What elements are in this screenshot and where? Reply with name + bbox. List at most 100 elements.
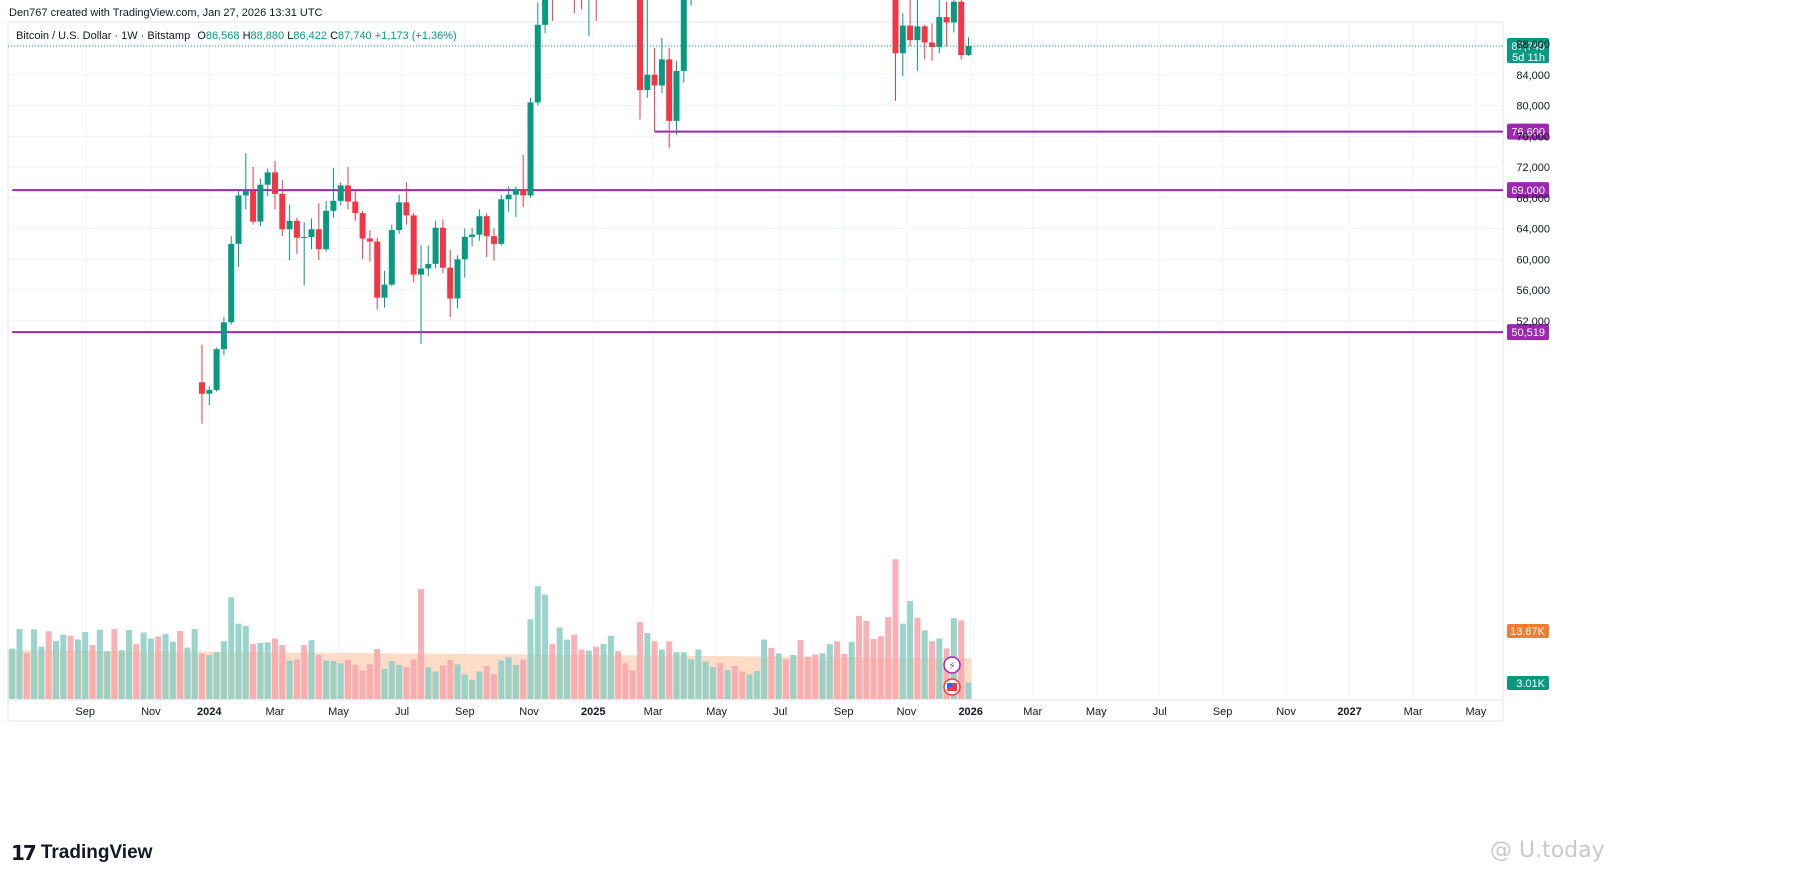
volume-bar — [797, 640, 804, 699]
volume-bar-history — [126, 629, 132, 699]
volume-bar — [279, 645, 286, 699]
sparkle-event-icon[interactable]: ⚡ — [943, 656, 961, 674]
volume-bar-history — [67, 635, 74, 699]
candle-body — [512, 190, 519, 195]
symbol-title[interactable]: Bitcoin / U.S. Dollar · 1W · Bitstamp — [16, 30, 191, 42]
candle-body — [965, 45, 972, 56]
ohlc-legend: Bitcoin / U.S. Dollar · 1W · Bitstamp O8… — [16, 30, 457, 42]
candle-body — [534, 24, 541, 103]
volume-bar-history — [31, 629, 38, 699]
candle-body — [352, 201, 359, 214]
volume-bar-history — [45, 631, 52, 699]
level-price-tag — [1507, 324, 1549, 341]
time-tick-label: Nov — [897, 706, 917, 718]
candle-body — [527, 102, 534, 196]
volume-bar — [257, 642, 264, 699]
volume-bar-history — [104, 651, 111, 699]
low-value: 86,422 — [293, 30, 328, 42]
volume-bar — [593, 646, 600, 699]
volume-bar — [644, 633, 651, 699]
candle-body — [286, 220, 293, 230]
volume-bar — [841, 653, 848, 699]
volume-bar — [286, 660, 293, 699]
volume-bar-history — [191, 629, 198, 699]
high-value: 88,880 — [250, 30, 285, 42]
volume-bar — [863, 620, 870, 699]
time-tick-label: Nov — [1276, 706, 1296, 718]
us-flag-event-icon[interactable] — [943, 678, 961, 696]
volume-bar — [761, 639, 768, 699]
candle-body — [323, 210, 330, 250]
volume-last-tag — [1507, 676, 1549, 690]
volume-bar — [724, 669, 731, 699]
volume-bar — [301, 645, 308, 699]
volume-bar — [293, 659, 300, 699]
volume-bar — [658, 649, 665, 699]
candle-body — [673, 70, 680, 121]
candle-body — [943, 17, 950, 23]
volume-bar — [491, 674, 497, 699]
time-tick-label: Jul — [773, 706, 787, 718]
candle-body — [366, 238, 373, 242]
time-tick-label: 2026 — [958, 706, 982, 718]
volume-bar — [746, 674, 753, 699]
high-label: H — [242, 30, 251, 42]
volume-bar — [220, 641, 227, 699]
candle-body — [921, 26, 928, 43]
candle-body — [425, 263, 432, 269]
volume-bar-history — [89, 645, 96, 699]
candle-body — [206, 389, 213, 394]
candle-body — [213, 349, 220, 390]
volume-bar — [345, 659, 351, 699]
volume-bar — [228, 597, 235, 699]
watermark: @ U.today — [1490, 838, 1605, 863]
candle-body — [381, 284, 388, 298]
candle-body — [542, 0, 549, 25]
candle-body — [907, 25, 914, 41]
candle-body — [680, 0, 687, 71]
volume-bar — [629, 670, 636, 699]
price-tick-label: 72,000 — [1516, 162, 1550, 174]
volume-bar — [680, 652, 687, 699]
candle-body — [899, 25, 906, 54]
level-price-label: 50,519 — [1511, 327, 1545, 339]
candle-body — [293, 220, 300, 238]
volume-bar — [272, 638, 278, 699]
volume-bar — [403, 667, 410, 699]
candle-body — [892, 0, 899, 54]
volume-ma-label: 13.67K — [1510, 626, 1546, 638]
volume-bar — [783, 659, 789, 699]
close-value: 87,740 — [338, 30, 372, 42]
volume-bar — [666, 641, 673, 699]
volume-bar — [637, 622, 643, 699]
volume-bar — [571, 634, 578, 699]
price-tick-label: 56,000 — [1516, 285, 1550, 297]
time-tick-label: Sep — [834, 706, 854, 718]
candle-body — [410, 215, 417, 275]
countdown-label: 5d 11h — [1512, 52, 1545, 64]
time-tick-label: 2027 — [1337, 706, 1361, 718]
open-value: 86,568 — [205, 30, 240, 42]
time-tick-label: Mar — [266, 706, 285, 718]
candle-body — [644, 74, 651, 91]
volume-bar-history — [53, 640, 59, 699]
change-value: +1,173 (+1.36%) — [374, 30, 457, 42]
volume-bar — [775, 653, 782, 699]
time-tick-label: Nov — [141, 706, 161, 718]
volume-bar — [739, 671, 746, 699]
chart-frame — [7, 21, 1504, 722]
candle-body — [498, 199, 505, 244]
candle-body — [345, 185, 351, 202]
volume-bar — [410, 659, 417, 699]
volume-bar — [330, 661, 337, 699]
close-label: C — [330, 30, 339, 42]
volume-bar — [819, 653, 826, 699]
tradingview-logo[interactable]: 17 TradingView — [11, 841, 152, 865]
candle-body — [520, 190, 527, 196]
candlesticks — [199, 0, 972, 424]
volume-bar — [520, 659, 527, 699]
candle-body — [264, 172, 271, 185]
volume-bar — [323, 660, 330, 699]
candle-body — [950, 1, 957, 23]
